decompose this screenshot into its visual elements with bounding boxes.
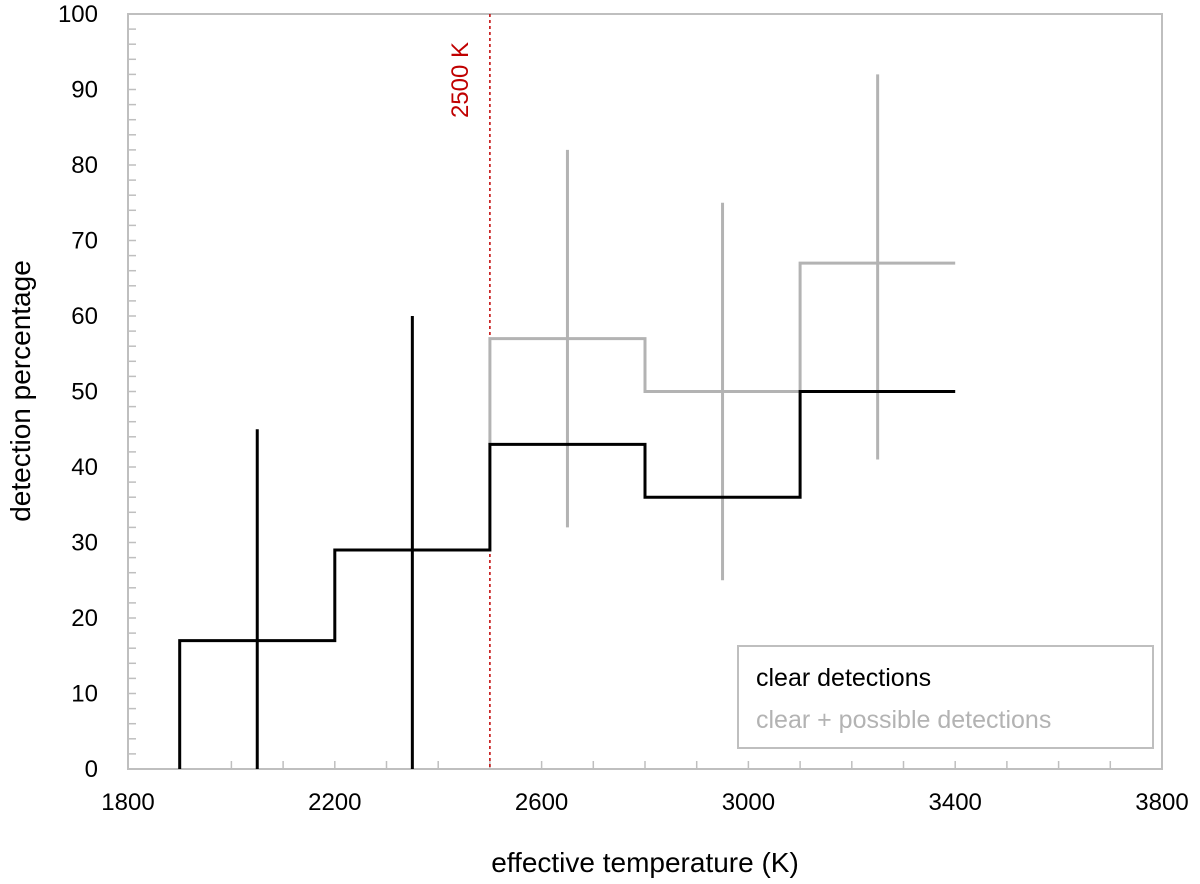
- y-tick-label: 20: [71, 605, 98, 632]
- series-clear-possible: [488, 74, 956, 581]
- minor-ticks: [128, 28, 1112, 769]
- x-tick-label: 2200: [308, 789, 361, 816]
- x-tick-label: 3800: [1135, 789, 1188, 816]
- y-tick-label: 100: [58, 1, 98, 28]
- y-tick-label: 80: [71, 152, 98, 179]
- y-tick-label: 40: [71, 454, 98, 481]
- legend-entry-clear-possible-detections: clear + possible detections: [756, 706, 1051, 734]
- y-tick-label: 30: [71, 530, 98, 557]
- y-tick-label: 90: [71, 77, 98, 104]
- x-tick-label: 3000: [722, 789, 775, 816]
- x-tick-labels: 1800 2200 2600 3000 3400 3800: [101, 789, 1188, 816]
- y-tick-label: 10: [71, 681, 98, 708]
- x-axis-title: effective temperature (K): [491, 847, 799, 878]
- x-tick-label: 3400: [929, 789, 982, 816]
- x-tick-label: 2600: [515, 789, 568, 816]
- x-tick-label: 1800: [101, 789, 154, 816]
- y-tick-label: 70: [71, 228, 98, 255]
- reference-line-label: 2500 K: [447, 42, 474, 118]
- y-tick-label: 50: [71, 379, 98, 406]
- series-layer: [178, 74, 956, 769]
- legend-entry-clear-detections: clear detections: [756, 664, 931, 692]
- y-tick-label: 60: [71, 303, 98, 330]
- step-line-clear-possible: [488, 261, 956, 445]
- y-tick-label: 0: [85, 756, 98, 783]
- y-axis-title: detection percentage: [5, 260, 36, 522]
- y-tick-labels: 0 10 20 30 40 50 60 70 80 90 100: [58, 1, 98, 783]
- series-clear: [178, 316, 956, 769]
- legend: clear detections clear + possible detect…: [737, 645, 1154, 749]
- legend-box: [737, 645, 1154, 749]
- reference-line-group: 2500 K: [447, 14, 491, 769]
- step-line-clear: [178, 390, 956, 769]
